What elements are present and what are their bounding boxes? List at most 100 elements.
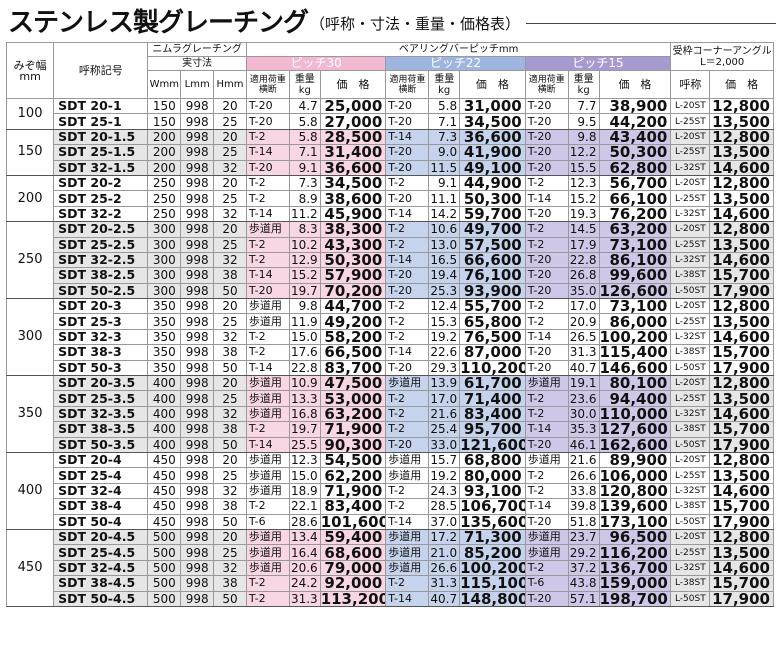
load-15: T-20 (524, 513, 569, 530)
price-15: 66,100 (598, 190, 672, 207)
width-mm: 500 (147, 575, 182, 592)
price-15: 136,700 (598, 559, 672, 577)
price-22: 59,700 (459, 205, 526, 223)
table-row: 200 SDT 20-2 250 998 20 T-2 7.3 34,500 T-2 9.1 44,… (5, 174, 774, 223)
load-30: T-20 (245, 159, 290, 176)
product-code: SDT 25-4 (53, 467, 149, 484)
weight-30: 7.3 (288, 174, 321, 192)
angle-code: L-20ST (670, 174, 711, 192)
price-30: 27,000 (319, 113, 387, 130)
weight-30: 5.8 (288, 113, 321, 130)
table-row: SDT 25-1 150 998 25 T-20 5.8 27,000 T-20 7.1 34,5… (7, 113, 774, 130)
header-width: みぞ幅 mm (5, 42, 55, 99)
length-mm: 998 (180, 113, 215, 130)
load-22: T-2 (385, 482, 430, 500)
load-30: T-2 (245, 344, 290, 361)
height-mm: 20 (213, 298, 247, 315)
load-30: 歩道用 (245, 482, 290, 500)
weight-22: 29.3 (428, 359, 461, 377)
load-15: T-2 (524, 236, 569, 253)
weight-22: 7.1 (428, 113, 461, 130)
weight-15: 17.0 (567, 298, 600, 315)
product-code: SDT 38-3.5 (53, 421, 149, 438)
load-30: 歩道用 (245, 390, 290, 407)
weight-22: 31.3 (428, 575, 461, 592)
price-30: 90,300 (319, 436, 387, 453)
width-mm: 450 (147, 498, 182, 515)
load-30: 歩道用 (245, 313, 290, 330)
load-30: T-20 (245, 282, 290, 300)
price-22: 61,700 (459, 375, 526, 392)
angle-code: L-25ST (670, 144, 711, 161)
height-mm: 50 (213, 359, 247, 377)
length-mm: 998 (180, 298, 215, 315)
angle-price: 12,800 (709, 221, 774, 238)
header-price-15: 価 格 (598, 70, 672, 99)
price-22: 68,800 (459, 451, 526, 469)
load-30: 歩道用 (245, 221, 290, 238)
load-30: T-14 (245, 359, 290, 377)
angle-code: L-25ST (670, 390, 711, 407)
load-30: T-14 (245, 267, 290, 284)
load-30: 歩道用 (245, 298, 290, 315)
header-dims: 実寸法 (147, 56, 247, 71)
price-30: 101,600 (319, 513, 387, 530)
product-code: SDT 25-3.5 (53, 390, 149, 407)
width-mm: 500 (147, 559, 182, 577)
width-mm: 400 (147, 421, 182, 438)
weight-22: 26.6 (428, 559, 461, 577)
weight-22: 11.5 (428, 159, 461, 176)
price-22: 106,700 (459, 498, 526, 515)
price-15: 63,200 (598, 221, 672, 238)
weight-22: 24.3 (428, 482, 461, 500)
length-mm: 998 (180, 313, 215, 330)
header-price-30: 価 格 (319, 70, 387, 99)
length-mm: 998 (180, 221, 215, 238)
table-row: SDT 32-2.5 300 998 32 T-2 12.9 50,300 T-14 16.5 6… (7, 251, 774, 269)
weight-22: 17.0 (428, 390, 461, 407)
height-mm: 20 (213, 97, 247, 115)
price-22: 31,000 (459, 97, 526, 115)
load-30: T-6 (245, 513, 290, 530)
load-15: T-20 (524, 267, 569, 284)
load-15: T-20 (524, 436, 569, 453)
weight-15: 21.6 (567, 451, 600, 469)
load-22: T-20 (385, 113, 430, 130)
load-15: T-14 (524, 498, 569, 515)
price-30: 66,500 (319, 344, 387, 361)
weight-22: 15.3 (428, 313, 461, 330)
price-22: 34,500 (459, 113, 526, 130)
weight-15: 29.2 (567, 544, 600, 561)
weight-30: 25.5 (288, 436, 321, 453)
length-mm: 998 (180, 405, 215, 423)
weight-30: 10.2 (288, 236, 321, 253)
angle-code: L-50ST (670, 513, 711, 530)
weight-15: 12.3 (567, 174, 600, 192)
weight-15: 57.1 (567, 590, 600, 607)
load-22: T-2 (385, 298, 430, 315)
price-22: 115,100 (459, 575, 526, 592)
price-22: 76,500 (459, 328, 526, 346)
weight-15: 14.5 (567, 221, 600, 238)
price-30: 36,600 (319, 159, 387, 176)
groove-width: 400 (5, 451, 55, 530)
load-30: 歩道用 (245, 405, 290, 423)
product-code: SDT 20-4 (53, 451, 149, 469)
weight-15: 23.7 (567, 528, 600, 546)
angle-code: L-20ST (670, 221, 711, 238)
angle-price: 15,700 (709, 498, 774, 515)
angle-code: L-25ST (670, 190, 711, 207)
price-15: 139,600 (598, 498, 672, 515)
width-mm: 300 (147, 236, 182, 253)
page-title: ステンレス製グレーチング (8, 7, 309, 38)
width-mm: 250 (147, 205, 182, 223)
header-H: Hmm (213, 70, 247, 99)
product-code: SDT 25-4.5 (53, 544, 149, 561)
angle-code: L-25ST (670, 544, 711, 561)
load-22: T-20 (385, 190, 430, 207)
weight-22: 13.0 (428, 236, 461, 253)
price-22: 57,500 (459, 236, 526, 253)
weight-30: 8.3 (288, 221, 321, 238)
price-15: 120,800 (598, 482, 672, 500)
length-mm: 998 (180, 559, 215, 577)
